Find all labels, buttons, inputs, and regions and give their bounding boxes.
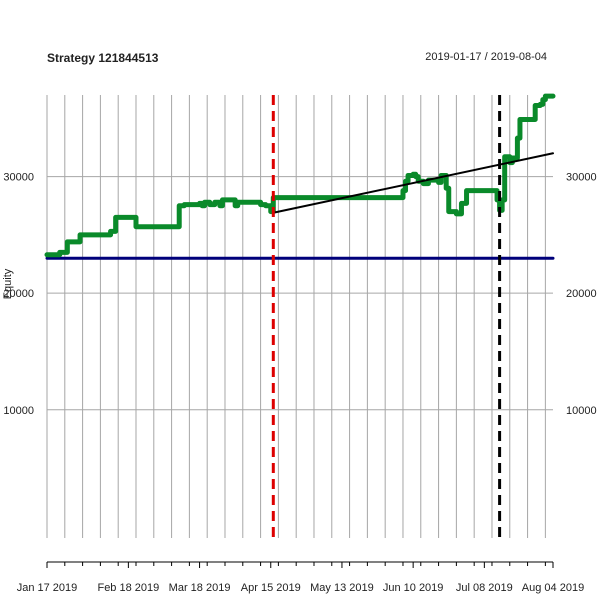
x-tick-label: Jun 10 2019 [383,582,444,594]
trend-series-line [272,152,554,214]
chart-title: Strategy 121844513 [47,51,159,65]
y-tick-label-right: 10000 [566,405,597,417]
y-tick-label-left: 10000 [3,405,34,417]
x-tick-label: Apr 15 2019 [241,582,301,594]
horizontal-grid-layer: 10000 10000 20000 20000 30000 30000 [3,172,596,417]
y-axis-label: Equity [2,268,14,299]
x-tick-label: Jan 17 2019 [17,582,78,594]
x-tick-label: May 13 2019 [310,582,374,594]
y-tick-label-left: 20000 [3,288,34,300]
vline-layer [271,95,502,538]
axis-layer: Jan 17 2019 Feb 18 2019 Mar 18 2019 Apr 15 … [17,561,584,594]
y-tick-label-left: 30000 [3,172,34,184]
x-tick-label: Feb 18 2019 [97,582,159,594]
x-tick-label: Jul 08 2019 [456,582,513,594]
equity-series-line [44,93,556,258]
date-range: 2019-01-17 / 2019-08-04 [425,51,547,63]
x-tick-label: Mar 18 2019 [169,582,231,594]
grid-layer [46,95,546,538]
y-tick-label-right: 20000 [566,288,597,300]
y-tick-label-right: 30000 [566,172,597,184]
x-tick-label: Aug 04 2019 [522,582,584,594]
series-layer [44,93,556,260]
